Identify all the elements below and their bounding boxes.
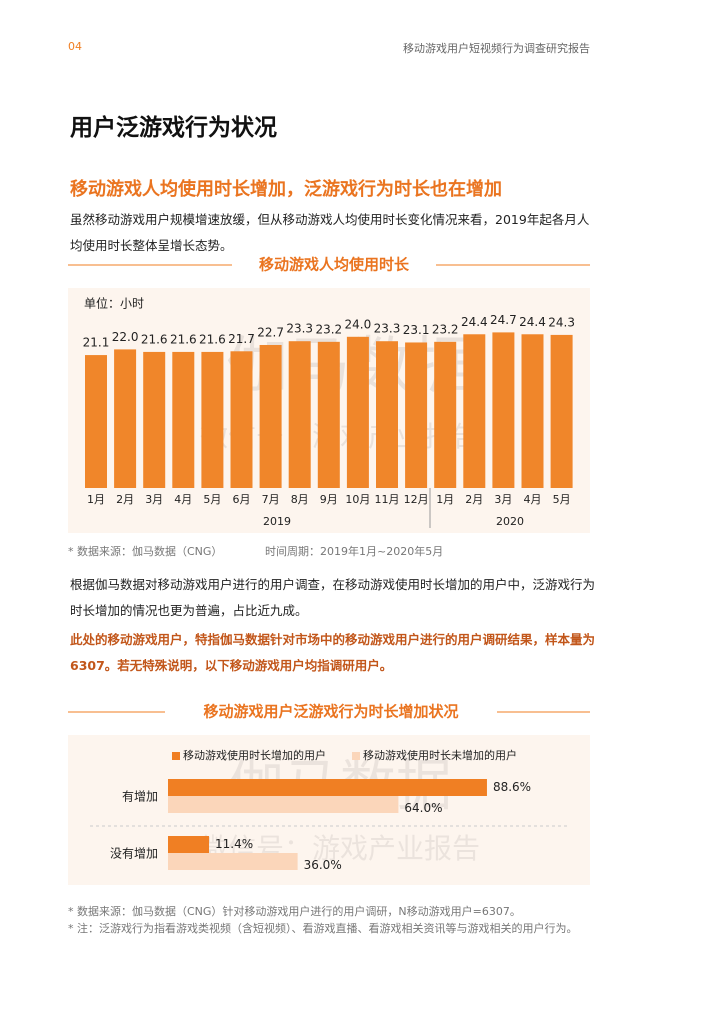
category-label: 没有增加 [110, 846, 158, 861]
x-tick-label: 7月 [262, 493, 280, 506]
bar [85, 355, 107, 488]
period-note: 时间周期：2019年1月~2020年5月 [265, 545, 444, 558]
section-subtitle: 移动游戏人均使用时长增加，泛游戏行为时长也在增加 [70, 179, 502, 200]
note: * 数据来源：伽马数据（CNG）针对移动游戏用户进行的用户调研，N移动游戏用户=… [68, 905, 521, 918]
x-tick-label: 1月 [87, 493, 105, 506]
value-label: 21.1 [83, 336, 110, 350]
x-tick-label: 6月 [233, 493, 251, 506]
legend-label: 移动游戏使用时长增加的用户 [183, 748, 326, 762]
notes: * 数据来源：伽马数据（CNG）针对移动游戏用户进行的用户调研，N移动游戏用户=… [68, 903, 588, 937]
paragraph: 根据伽马数据对移动游戏用户进行的用户调查，在移动游戏使用时长增加的用户中，泛游戏… [70, 577, 596, 618]
legend-swatch [172, 752, 180, 760]
bar [201, 351, 224, 488]
value-label: 24.0 [345, 317, 372, 331]
x-tick-label: 8月 [291, 493, 309, 506]
page-title: 用户泛游戏行为状况 [70, 115, 277, 141]
value-label: 23.1 [403, 323, 430, 337]
bar [463, 334, 486, 488]
note: * 注：泛游戏行为指看游戏类视频（含短视频）、看游戏直播、看游戏相关资讯等与游戏… [68, 922, 578, 935]
bar [168, 836, 210, 853]
bar [492, 332, 515, 488]
bar [143, 351, 166, 488]
category-label: 有增加 [122, 790, 158, 804]
value-label: 21.6 [199, 332, 226, 346]
value-label: 24.4 [519, 315, 546, 329]
x-tick-label: 10月 [345, 493, 370, 506]
value-label: 22.7 [257, 325, 284, 339]
bar [230, 351, 253, 488]
x-tick-label: 11月 [375, 493, 400, 506]
unit-label: 单位：小时 [84, 296, 144, 311]
value-label: 23.3 [374, 322, 401, 336]
x-tick-label: 3月 [145, 493, 163, 506]
bar [434, 341, 457, 488]
legend-label: 移动游戏使用时长未增加的用户 [363, 748, 517, 762]
paragraph: 虽然移动游戏用户规模增速放缓，但从移动游戏人均使用时长变化情况来看，2019年起… [70, 212, 590, 253]
value-label: 23.2 [432, 322, 459, 336]
value-label: 21.7 [228, 332, 255, 346]
x-tick-label: 5月 [553, 493, 571, 506]
value-label: 23.2 [315, 322, 342, 336]
value-label: 64.0% [404, 801, 442, 815]
x-tick-label: 4月 [174, 493, 192, 506]
x-tick-label: 1月 [436, 493, 454, 506]
value-label: 11.4% [215, 837, 253, 851]
bar [521, 334, 544, 488]
bar [405, 342, 428, 488]
x-tick-label: 9月 [320, 493, 338, 506]
page-number: 04 [68, 40, 82, 53]
header-title: 移动游戏用户短视频行为调查研究报告 [403, 42, 590, 55]
value-label: 24.4 [461, 315, 488, 329]
bar [168, 779, 487, 796]
value-label: 22.0 [112, 330, 139, 344]
chart-title: 移动游戏用户泛游戏行为时长增加状况 [203, 703, 458, 721]
bar [172, 351, 195, 488]
bar [317, 341, 340, 488]
highlight-paragraph: 此处的移动游戏用户，特指伽马数据针对市场中的移动游戏用户进行的用户调研结果，样本… [70, 632, 596, 673]
bar [376, 341, 398, 488]
value-label: 21.6 [170, 332, 197, 346]
bar [168, 853, 298, 870]
x-tick-label: 3月 [494, 493, 512, 506]
year-label: 2019 [263, 515, 291, 528]
year-label: 2020 [496, 515, 524, 528]
bar [346, 336, 369, 488]
value-label: 88.6% [493, 780, 531, 794]
source-note: * 数据来源：伽马数据（CNG） [68, 545, 223, 558]
value-label: 36.0% [304, 858, 342, 872]
x-tick-label: 2月 [116, 493, 134, 506]
value-label: 21.6 [141, 332, 168, 346]
legend-swatch [352, 752, 360, 760]
bar [288, 341, 311, 488]
bar [259, 344, 282, 488]
value-label: 23.3 [286, 322, 313, 336]
bar [168, 796, 399, 813]
bar [114, 349, 137, 488]
x-tick-label: 4月 [524, 493, 542, 506]
value-label: 24.3 [548, 315, 575, 329]
x-tick-label: 2月 [465, 493, 483, 506]
x-tick-label: 5月 [203, 493, 221, 506]
bar [550, 334, 573, 488]
value-label: 24.7 [490, 313, 517, 327]
x-tick-label: 12月 [404, 493, 429, 506]
chart-title: 移动游戏人均使用时长 [259, 256, 410, 274]
